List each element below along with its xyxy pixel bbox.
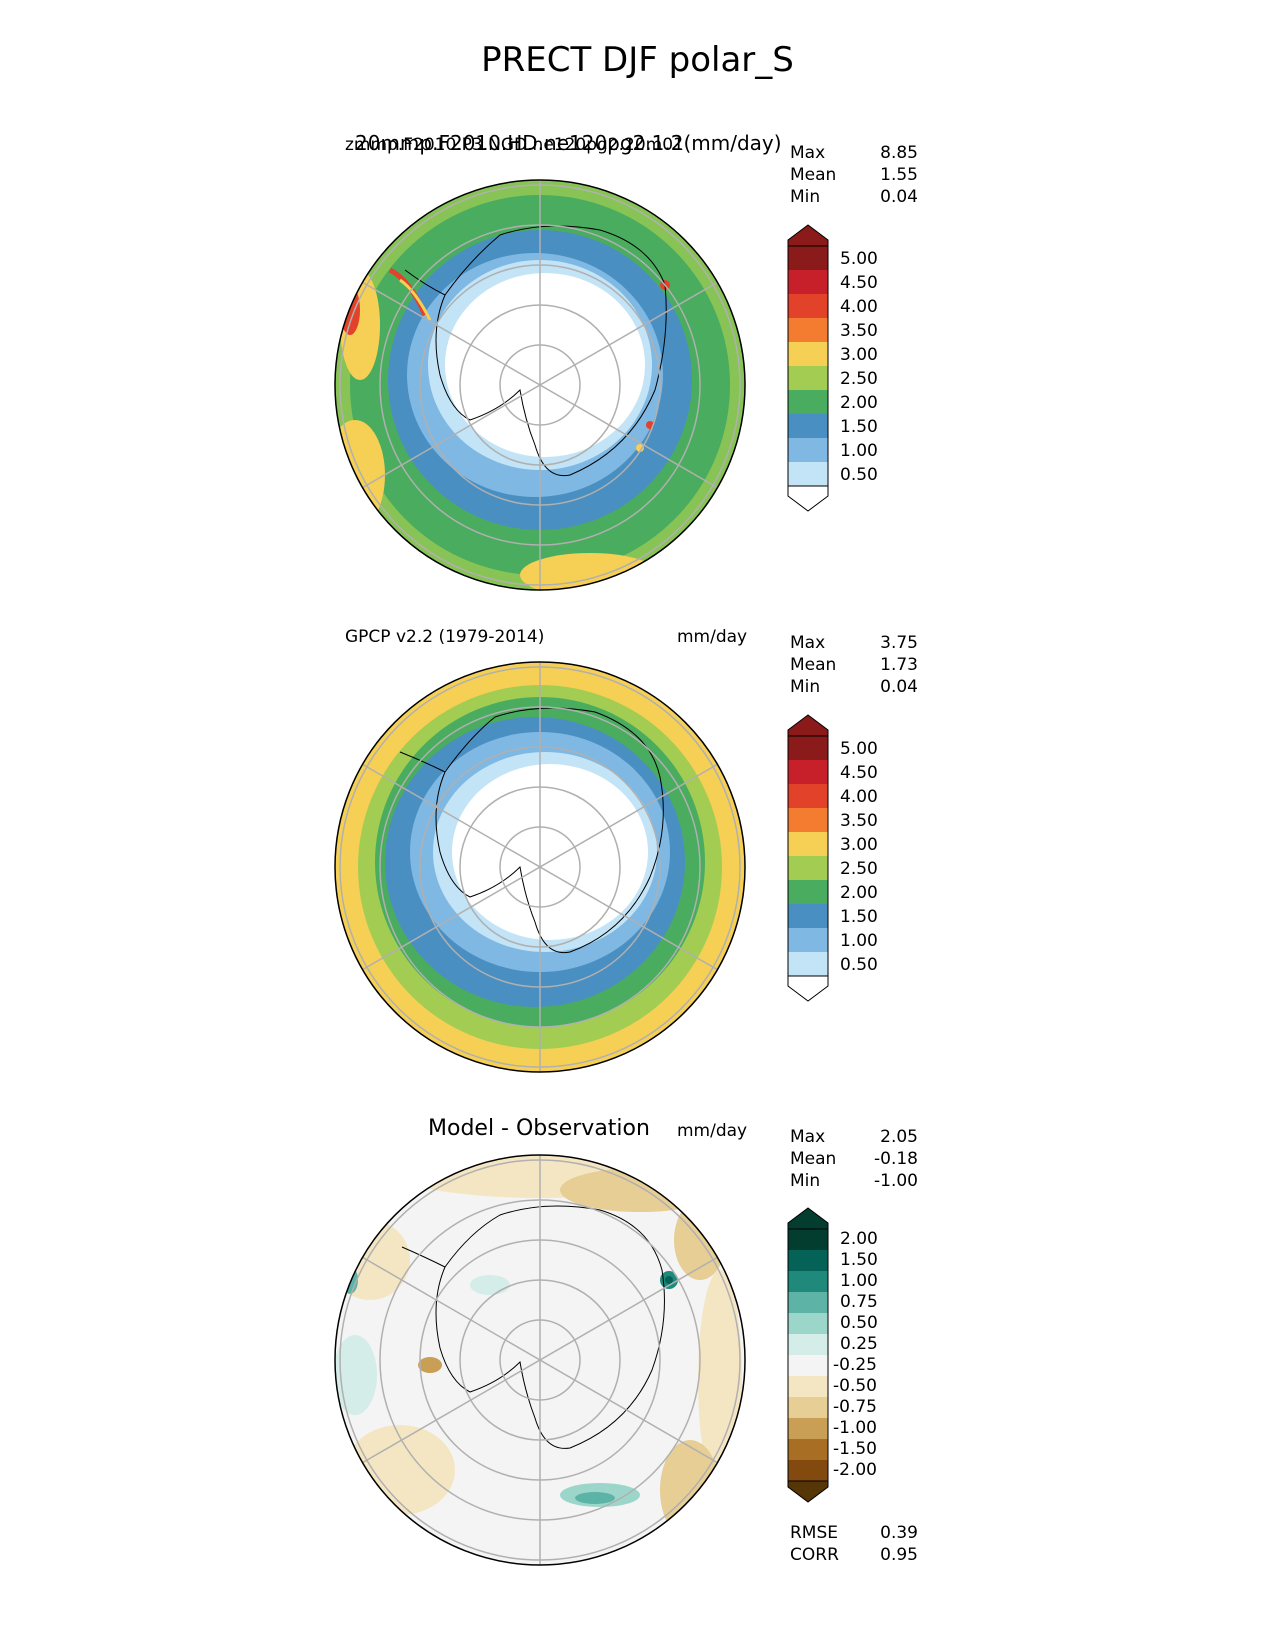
stat-label: Mean <box>790 1149 837 1169</box>
cbar-label: 2.00 <box>840 1229 878 1249</box>
stat-value: 2.05 <box>880 1127 918 1147</box>
panel-diff-stats: Max 2.05 Mean -0.18 Min -1.00 <box>790 1126 918 1192</box>
panel-diff-units: mm/day <box>677 1121 748 1141</box>
stat-label: Mean <box>790 655 837 675</box>
cbar-label: 4.00 <box>840 297 878 317</box>
cbar-label: -0.25 <box>833 1355 877 1375</box>
cbar-label: 1.00 <box>840 1271 878 1291</box>
cbar-label: 5.00 <box>840 739 878 759</box>
panel-test-stats: Max 8.85 Mean 1.55 Min 0.04 <box>790 142 918 208</box>
cbar-label: 0.50 <box>840 1313 878 1333</box>
map-reference <box>334 661 746 1073</box>
panel-reference-units: mm/day <box>677 627 748 647</box>
page-title: PRECT DJF polar_S <box>481 40 794 80</box>
metric-value: 0.39 <box>880 1523 918 1543</box>
cbar-label: 1.00 <box>840 931 878 951</box>
cbar-label: -0.50 <box>833 1376 877 1396</box>
cbar-label: 4.00 <box>840 787 878 807</box>
cbar-label: 1.50 <box>840 1250 878 1270</box>
cbar-label: 3.00 <box>840 835 878 855</box>
cbar-label: -0.75 <box>833 1397 877 1417</box>
stat-value: 1.55 <box>880 165 918 185</box>
cbar-label: -1.50 <box>833 1439 877 1459</box>
stat-label: Min <box>790 187 821 207</box>
stat-value: 1.73 <box>880 655 918 675</box>
cbar-label: 5.00 <box>840 249 878 269</box>
panel-reference-stats: Max 3.75 Mean 1.73 Min 0.04 <box>790 632 918 698</box>
cbar-label: 2.50 <box>840 859 878 879</box>
cbar-label: -2.00 <box>833 1460 877 1480</box>
cbar-label: 4.50 <box>840 763 878 783</box>
map-diff <box>334 1154 746 1566</box>
cbar-label: 2.00 <box>840 393 878 413</box>
cbar-label: -1.00 <box>833 1418 877 1438</box>
stat-value: 0.04 <box>880 187 918 207</box>
stat-label: Max <box>790 1127 826 1147</box>
stat-value: 8.85 <box>880 143 918 163</box>
colorbar-reference <box>787 714 829 1002</box>
panel-diff-metrics: RMSE 0.39 CORR 0.95 <box>790 1522 918 1566</box>
cbar-label: 4.50 <box>840 273 878 293</box>
metric-label: CORR <box>790 1545 839 1565</box>
cbar-label: 3.50 <box>840 811 878 831</box>
cbar-label: 1.50 <box>840 907 878 927</box>
cbar-label: 0.25 <box>840 1334 878 1354</box>
metric-value: 0.95 <box>880 1545 918 1565</box>
colorbar-diff <box>787 1207 829 1503</box>
stat-value: 3.75 <box>880 633 918 653</box>
stat-label: Min <box>790 1171 821 1191</box>
panel-test-subtitle-overlay: 20mmp.F2010.HD.ne120pg2.1.2(mm/day) <box>355 131 782 155</box>
stat-value: 0.04 <box>880 677 918 697</box>
map-test <box>334 179 746 591</box>
cbar-label: 2.00 <box>840 883 878 903</box>
cbar-label: 3.50 <box>840 321 878 341</box>
metric-label: RMSE <box>790 1523 839 1543</box>
panel-test-subtitle: zmmp.F2010.P3.NGD.ne120pg2.20m01 <box>345 135 684 155</box>
cbar-label: 1.00 <box>840 441 878 461</box>
stat-label: Max <box>790 143 826 163</box>
cbar-label: 3.00 <box>840 345 878 365</box>
cbar-label: 0.50 <box>840 955 878 975</box>
panel-diff-title: Model - Observation <box>428 1116 650 1141</box>
stat-value: -1.00 <box>874 1171 918 1191</box>
panel-reference: GPCP v2.2 (1979-2014) mm/day <box>334 627 918 1073</box>
stat-value: -0.18 <box>874 1149 918 1169</box>
cbar-label: 0.75 <box>840 1292 878 1312</box>
stat-label: Mean <box>790 165 837 185</box>
colorbar-test <box>787 224 829 512</box>
cbar-label: 2.50 <box>840 369 878 389</box>
panel-reference-subtitle: GPCP v2.2 (1979-2014) <box>345 627 545 647</box>
stat-label: Min <box>790 677 821 697</box>
stat-label: Max <box>790 633 826 653</box>
cbar-label: 1.50 <box>840 417 878 437</box>
cbar-label: 0.50 <box>840 465 878 485</box>
panel-test: zmmp.F2010.P3.NGD.ne120pg2.20m01 20mmp.F… <box>0 0 1275 591</box>
